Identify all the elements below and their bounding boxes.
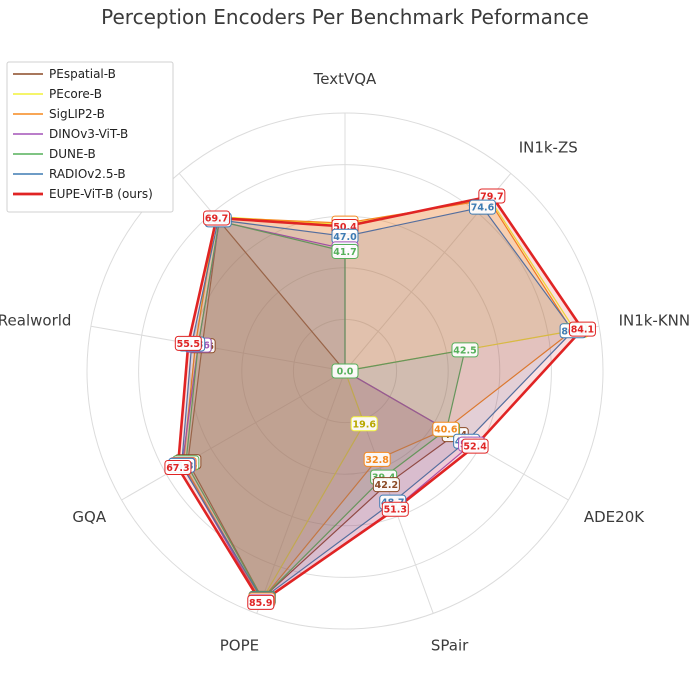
series-polygons xyxy=(176,194,584,604)
data-label-text: 19.6 xyxy=(352,419,376,430)
data-label: 42.5 xyxy=(451,342,479,358)
legend-label: DINOv3-ViT-B xyxy=(49,127,128,141)
data-label-text: 51.3 xyxy=(384,505,407,516)
data-label: 41.7 xyxy=(331,243,359,259)
data-label-box xyxy=(363,451,391,467)
legend-label: EUPE-ViT-B (ours) xyxy=(49,187,153,201)
data-label-text: 84.1 xyxy=(571,325,594,336)
data-label: 85.9 xyxy=(247,594,275,610)
data-labels: 51.650.447.042.641.779.774.642.581.580.8… xyxy=(164,188,596,610)
data-label-box xyxy=(372,477,400,493)
data-label: 84.1 xyxy=(568,321,596,337)
legend-box xyxy=(6,61,174,213)
series-polygon-4 xyxy=(185,220,466,600)
data-label-text: 32.8 xyxy=(365,455,389,466)
data-label: 67.3 xyxy=(164,459,192,475)
data-label-text: 42.5 xyxy=(453,345,476,356)
legend-label: RADIOv2.5-B xyxy=(49,167,126,181)
data-label-box xyxy=(432,421,460,437)
data-label: 69.7 xyxy=(203,210,231,226)
data-label: 55.5 xyxy=(174,335,202,351)
legend-label: PEspatial-B xyxy=(49,67,116,81)
legend-label: DUNE-B xyxy=(49,147,96,161)
grid-spoke xyxy=(256,370,346,614)
data-label: 51.3 xyxy=(381,501,409,517)
data-label: 74.6 xyxy=(468,199,496,215)
data-label-box xyxy=(331,243,359,259)
axis-label: ADE20K xyxy=(584,508,645,526)
data-label-box xyxy=(331,363,359,379)
data-label-text: 52.4 xyxy=(463,442,487,453)
data-label: 52.4 xyxy=(461,438,489,454)
data-label-box xyxy=(164,459,192,475)
data-label-box xyxy=(350,416,378,432)
data-label-text: 67.3 xyxy=(166,463,189,474)
axis-label: IN1k-KNN xyxy=(619,311,691,329)
series-polygon-5 xyxy=(181,206,574,600)
data-label-text: 41.7 xyxy=(333,247,356,258)
grid-spoke xyxy=(121,370,346,501)
data-label-box xyxy=(174,335,202,351)
data-label-box xyxy=(568,321,596,337)
data-label-text: 74.6 xyxy=(471,203,495,214)
legend: PEspatial-B PEcore-B SigLIP2-B DINOv3-ViT-B… xyxy=(6,61,174,213)
axis-labels: TextVQA IN1k-ZS IN1k-KNN ADE20K SPair POPE GQA… xyxy=(0,70,690,654)
data-label: 19.6 xyxy=(350,416,378,432)
chart-title: Perception Encoders Per Benchmark Peform… xyxy=(101,5,589,29)
legend-label: PEcore-B xyxy=(49,87,102,101)
axis-label: GQA xyxy=(72,508,106,526)
data-label-box xyxy=(461,438,489,454)
data-label-text: 40.6 xyxy=(434,425,458,436)
data-label-text: 47.0 xyxy=(333,232,357,243)
data-label-text: 69.7 xyxy=(205,213,228,224)
axis-label: SPair xyxy=(431,636,469,654)
data-label-box xyxy=(451,342,479,358)
data-label-text: 42.2 xyxy=(375,480,398,491)
data-label: 0.0 xyxy=(331,363,359,379)
data-label-text: 0.0 xyxy=(337,367,354,378)
data-label-text: 85.9 xyxy=(249,598,272,609)
data-label: 42.2 xyxy=(372,477,400,493)
data-label-box xyxy=(468,199,496,215)
data-label: 47.0 xyxy=(331,228,359,244)
data-label-box xyxy=(203,210,231,226)
data-label-text: 50.4 xyxy=(333,222,357,233)
axis-label: IN1k-ZS xyxy=(519,138,578,156)
data-label: 32.8 xyxy=(363,451,391,467)
data-label-text: 79.7 xyxy=(480,191,503,202)
series-polygon-6 xyxy=(176,194,584,604)
data-label: 40.6 xyxy=(432,421,460,437)
data-label-box xyxy=(381,501,409,517)
data-label-box xyxy=(247,594,275,610)
legend-label: SigLIP2-B xyxy=(49,107,105,121)
axis-label: TextVQA xyxy=(313,70,377,88)
series-polygon-2 xyxy=(182,199,573,601)
axis-label: POPE xyxy=(220,636,259,654)
grid-spoke xyxy=(90,325,346,372)
data-label-text: 55.5 xyxy=(177,339,200,350)
axis-label: Realworld xyxy=(0,311,71,329)
